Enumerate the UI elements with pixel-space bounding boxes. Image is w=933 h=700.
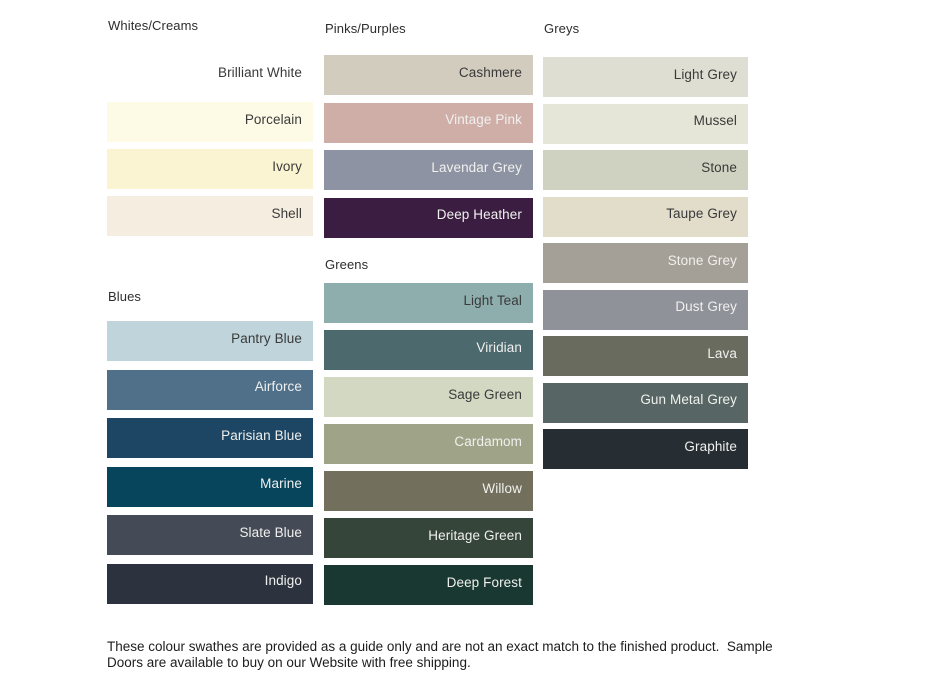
swatch-label: Graphite	[684, 438, 737, 454]
group-title-whites-creams: Whites/Creams	[108, 18, 199, 33]
swatch-label: Brilliant White	[217, 64, 302, 80]
group-title-pinks-purples: Pinks/Purples	[325, 21, 406, 36]
group-title-blues: Blues	[108, 289, 142, 304]
swatch-label: Cardamom	[454, 433, 522, 449]
swatch-label: Willow	[482, 480, 522, 496]
swatch-taupe-grey: Taupe Grey	[543, 196, 748, 237]
disclaimer-text: These colour swathes are provided as a g…	[107, 639, 777, 670]
swatch-indigo: Indigo	[107, 563, 313, 604]
swatch-label: Cashmere	[458, 64, 522, 80]
swatch-shell: Shell	[107, 196, 313, 236]
swatch-label: Pantry Blue	[231, 330, 302, 346]
swatch-cashmere: Cashmere	[324, 55, 533, 95]
swatch-label: Gun Metal Grey	[640, 392, 737, 407]
swatch-willow: Willow	[324, 471, 533, 511]
swatch-list-whites-creams: Brilliant White Porcelain Ivory Shell	[107, 55, 313, 243]
swatch-cardamom: Cardamom	[324, 424, 533, 464]
column-greys: Greys Light Grey Mussel Stone Taupe Grey Sto…	[543, 0, 748, 700]
swatch-deep-heather: Deep Heather	[324, 197, 533, 238]
swatch-list-greens: Light Teal Viridian Sage Green Cardamom Will…	[324, 283, 533, 612]
swatch-ivory: Ivory	[107, 149, 313, 189]
swatch-graphite: Graphite	[543, 429, 748, 469]
swatch-light-teal: Light Teal	[324, 283, 533, 323]
swatch-stone: Stone	[543, 150, 748, 190]
swatch-label: Stone Grey	[667, 252, 737, 268]
swatch-label: Airforce	[254, 379, 302, 394]
swatch-lava: Lava	[543, 336, 748, 376]
swatch-stone-grey: Stone Grey	[543, 243, 748, 283]
swatch-viridian: Viridian	[324, 330, 533, 370]
swatch-label: Vintage Pink	[445, 112, 522, 127]
swatch-deep-forest: Deep Forest	[324, 565, 533, 605]
swatch-label: Shell	[271, 205, 302, 221]
swatch-lavendar-grey: Lavendar Grey	[324, 150, 533, 190]
swatch-vintage-pink: Vintage Pink	[324, 102, 533, 143]
swatch-label: Light Teal	[463, 292, 522, 308]
column-pinks-greens: Pinks/Purples Cashmere Vintage Pink Lavend…	[324, 0, 533, 700]
swatch-brilliant-white: Brilliant White	[107, 55, 313, 95]
swatch-dust-grey: Dust Grey	[543, 289, 748, 330]
swatch-label: Marine	[260, 476, 302, 491]
swatch-list-greys: Light Grey Mussel Stone Taupe Grey Stone Gre…	[543, 57, 748, 476]
swatch-mussel: Mussel	[543, 103, 748, 144]
swatch-label: Taupe Grey	[666, 206, 737, 221]
swatch-label: Lavendar Grey	[431, 159, 522, 175]
swatch-light-grey: Light Grey	[543, 57, 748, 97]
swatch-label: Mussel	[693, 113, 737, 128]
swatch-parisian-blue: Parisian Blue	[107, 418, 313, 458]
swatch-label: Light Grey	[673, 66, 737, 82]
swatch-label: Heritage Green	[428, 527, 522, 543]
swatch-label: Dust Grey	[675, 299, 737, 314]
swatch-label: Indigo	[264, 573, 302, 588]
swatch-label: Parisian Blue	[221, 427, 302, 443]
swatch-label: Stone	[701, 159, 737, 175]
swatch-label: Ivory	[272, 158, 302, 174]
swatch-label: Viridian	[476, 339, 522, 355]
swatch-gun-metal-grey: Gun Metal Grey	[543, 382, 748, 423]
swatch-label: Sage Green	[448, 386, 522, 402]
swatch-label: Porcelain	[244, 111, 302, 127]
group-title-greys: Greys	[544, 21, 580, 36]
swatch-label: Deep Forest	[446, 574, 522, 590]
column-whites-blues: Whites/Creams Brilliant White Porcelain Iv…	[107, 0, 313, 700]
swatch-sage-green: Sage Green	[324, 377, 533, 417]
swatch-list-pinks-purples: Cashmere Vintage Pink Lavendar Grey Deep He…	[324, 55, 533, 245]
swatch-marine: Marine	[107, 466, 313, 507]
swatch-slate-blue: Slate Blue	[107, 515, 313, 555]
swatch-porcelain: Porcelain	[107, 102, 313, 142]
swatch-label: Deep Heather	[436, 207, 522, 222]
swatch-pantry-blue: Pantry Blue	[107, 321, 313, 361]
swatch-label: Slate Blue	[239, 524, 302, 540]
swatch-label: Lava	[707, 345, 737, 361]
swatch-list-blues: Pantry Blue Airforce Parisian Blue Marine Sl…	[107, 321, 313, 612]
swatch-heritage-green: Heritage Green	[324, 518, 533, 558]
swatch-airforce: Airforce	[107, 369, 313, 410]
group-title-greens: Greens	[325, 257, 369, 272]
